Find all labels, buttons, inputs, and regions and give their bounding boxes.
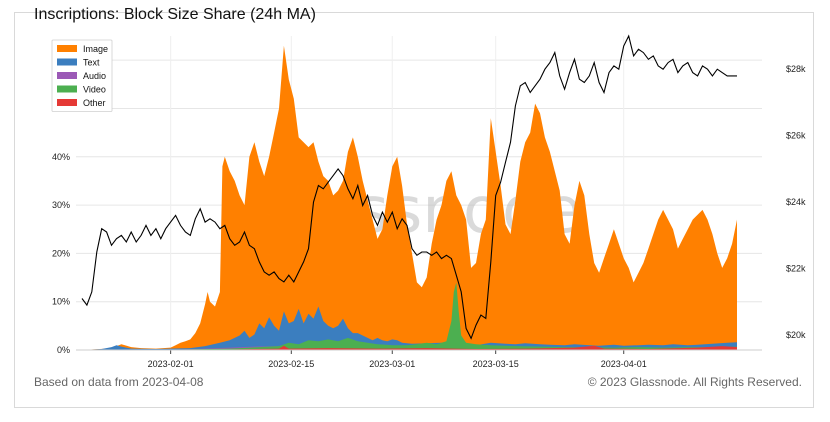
legend-label-other: Other [83, 98, 106, 108]
area-series-image [82, 45, 737, 350]
x-tick-label: 2023-04-01 [601, 359, 647, 369]
y-right-tick-label: $26k [786, 131, 806, 141]
legend-label-video: Video [83, 85, 106, 95]
legend-swatch-text [57, 58, 77, 66]
legend-label-audio: Audio [83, 71, 106, 81]
y-right-tick-label: $20k [786, 330, 806, 340]
legend-swatch-audio [57, 72, 77, 79]
y-left-tick-label: 40% [52, 152, 70, 162]
y-right-tick-label: $24k [786, 197, 806, 207]
legend-swatch-other [57, 99, 77, 106]
legend-swatch-image [57, 45, 77, 52]
x-tick-label: 2023-03-15 [473, 359, 519, 369]
chart-title: Inscriptions: Block Size Share (24h MA) [34, 6, 316, 23]
y-right-tick-label: $22k [786, 264, 806, 274]
y-right-tick-label: $28k [786, 64, 806, 74]
legend-swatch-video [57, 85, 77, 93]
copyright-note: © 2023 Glassnode. All Rights Reserved. [587, 375, 802, 389]
data-source-note: Based on data from 2023-04-08 [34, 375, 204, 389]
x-tick-label: 2023-03-01 [369, 359, 415, 369]
x-tick-label: 2023-02-01 [148, 359, 194, 369]
legend-box [51, 39, 113, 112]
y-left-tick-label: 10% [52, 297, 70, 307]
price-line [81, 34, 737, 340]
y-left-tick-label: 30% [52, 200, 70, 210]
legend-label-image: Image [83, 44, 108, 54]
y-left-tick-label: 20% [52, 248, 70, 258]
y-left-tick-label: 0% [57, 345, 70, 355]
area-series-other [82, 345, 737, 350]
area-series-text [82, 306, 737, 350]
legend-label-text: Text [83, 58, 100, 68]
x-tick-label: 2023-02-15 [268, 359, 314, 369]
